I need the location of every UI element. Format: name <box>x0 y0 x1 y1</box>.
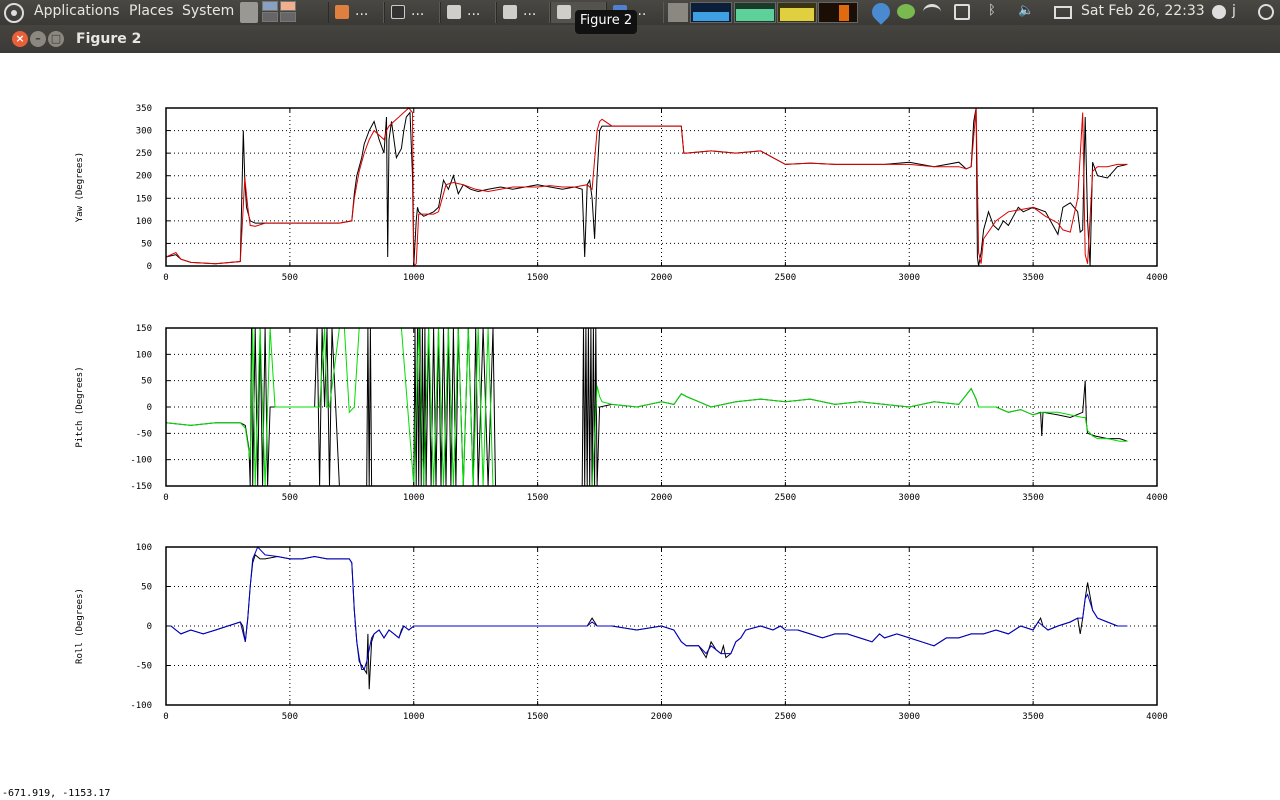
y-tick-label: 50 <box>141 583 152 593</box>
tooltip: Figure 2 <box>575 10 638 34</box>
x-tick-label: 1000 <box>403 273 425 283</box>
y-tick-label: -50 <box>136 429 152 439</box>
x-tick-label: 500 <box>282 273 298 283</box>
y-tick-label: 300 <box>136 127 152 137</box>
series-line-0 <box>166 554 1128 690</box>
y-tick-label: -100 <box>130 701 152 711</box>
y-tick-label: 50 <box>141 239 152 249</box>
dropbox-icon[interactable] <box>868 0 894 25</box>
x-tick-label: 2000 <box>651 493 673 503</box>
x-tick-label: 3000 <box>898 273 920 283</box>
x-tick-label: 2500 <box>775 712 797 722</box>
cursor-coordinates: -671.919, -1153.17 <box>2 788 111 799</box>
y-tick-label: 50 <box>141 377 152 387</box>
user-name[interactable]: j <box>1232 3 1236 19</box>
volume-icon[interactable]: 🔈 <box>1018 3 1035 18</box>
mail-icon[interactable] <box>1054 6 1072 19</box>
y-tick-label: 100 <box>136 350 152 360</box>
x-tick-label: 1000 <box>403 493 425 503</box>
y-axis-label: Pitch (Degrees) <box>75 366 85 447</box>
bluetooth-icon[interactable]: ᛒ <box>988 3 996 18</box>
notes-icon[interactable] <box>954 4 970 20</box>
menu-system[interactable]: System <box>182 3 235 19</box>
subplot-2: 0 500 1000 1500 2000 2500 3000 3500 4000 -100 -50 0… <box>75 543 1168 722</box>
series-line-0 <box>165 107 1128 267</box>
y-tick-label: 0 <box>147 403 152 413</box>
trash-icon[interactable] <box>240 2 258 23</box>
terminal-icon <box>391 5 405 19</box>
y-tick-label: 100 <box>136 217 152 227</box>
y-tick-label: 350 <box>136 104 152 114</box>
x-tick-label: 3500 <box>1022 493 1044 503</box>
x-tick-label: 2500 <box>775 493 797 503</box>
axes-frame <box>165 107 1158 267</box>
x-tick-label: 3500 <box>1022 273 1044 283</box>
x-tick-label: 2000 <box>651 273 673 283</box>
y-tick-label: 150 <box>136 194 152 204</box>
folder-icon <box>335 5 349 19</box>
window-icon <box>557 5 571 19</box>
indicator-applet-icon[interactable] <box>668 3 688 22</box>
task-terminal[interactable]: ... <box>384 2 440 23</box>
minimize-icon[interactable]: – <box>30 31 46 47</box>
window-icon <box>503 5 517 19</box>
y-tick-label: -100 <box>130 456 152 466</box>
x-tick-label: 4000 <box>1146 493 1168 503</box>
chat-icon[interactable] <box>897 4 915 19</box>
x-tick-label: 500 <box>282 712 298 722</box>
x-tick-label: 1500 <box>527 712 549 722</box>
x-tick-label: 4000 <box>1146 712 1168 722</box>
y-tick-label: 250 <box>136 149 152 159</box>
top-panel: Applications Places System ... ... ... .… <box>0 0 1280 25</box>
load-monitor[interactable] <box>818 2 858 23</box>
x-tick-label: 3500 <box>1022 712 1044 722</box>
clock[interactable]: Sat Feb 26, 22:33 <box>1081 3 1205 19</box>
y-axis-label: Roll (Degrees) <box>75 588 85 664</box>
workspace-switcher[interactable] <box>262 1 312 23</box>
y-tick-label: 200 <box>136 172 152 182</box>
y-tick-label: 100 <box>136 543 152 553</box>
y-tick-label: -50 <box>136 662 152 672</box>
close-icon[interactable]: × <box>12 31 28 47</box>
x-tick-label: 2500 <box>775 273 797 283</box>
text-editor-icon <box>447 5 461 19</box>
y-tick-label: 0 <box>147 262 152 272</box>
y-tick-label: 150 <box>136 324 152 334</box>
x-tick-label: 500 <box>282 493 298 503</box>
subplot-1: 0 500 1000 1500 2000 2500 3000 3500 4000-150-100… <box>75 324 1168 503</box>
wifi-icon[interactable] <box>923 4 941 20</box>
cpu-monitor[interactable] <box>690 2 732 23</box>
y-tick-label: 0 <box>147 622 152 632</box>
x-tick-label: 1500 <box>527 493 549 503</box>
memory-monitor[interactable] <box>734 2 776 23</box>
x-tick-label: 0 <box>163 712 168 722</box>
subplot-0: 0 500 1000 1500 2000 2500 3000 3500 4000 0 50 100 15… <box>75 104 1168 283</box>
window-title: Figure 2 <box>76 31 142 47</box>
menu-places[interactable]: Places <box>129 3 174 19</box>
window-titlebar[interactable]: × – □ Figure 2 <box>0 25 1280 53</box>
x-tick-label: 1000 <box>403 712 425 722</box>
x-tick-label: 2000 <box>651 712 673 722</box>
menu-applications[interactable]: Applications <box>34 3 120 19</box>
task-text-editor[interactable]: ... <box>440 2 496 23</box>
series-line-1 <box>166 546 1128 670</box>
x-tick-label: 3000 <box>898 712 920 722</box>
task-window-1[interactable]: ... <box>496 2 550 23</box>
task-file-manager[interactable]: ... <box>328 2 384 23</box>
x-tick-label: 0 <box>163 273 168 283</box>
user-status-icon[interactable] <box>1212 5 1226 19</box>
x-tick-label: 3000 <box>898 493 920 503</box>
y-tick-label: -150 <box>130 482 152 492</box>
x-tick-label: 4000 <box>1146 273 1168 283</box>
ubuntu-logo-icon[interactable] <box>4 3 24 23</box>
x-tick-label: 1500 <box>527 273 549 283</box>
maximize-icon[interactable]: □ <box>48 31 64 47</box>
y-axis-label: Yaw (Degrees) <box>75 152 85 222</box>
network-monitor[interactable] <box>777 2 817 23</box>
series-line-1 <box>165 107 1128 268</box>
power-icon[interactable] <box>1258 4 1274 20</box>
figure-canvas[interactable]: 0 500 1000 1500 2000 2500 3000 3500 400005010015… <box>0 53 1280 788</box>
x-tick-label: 0 <box>163 493 168 503</box>
